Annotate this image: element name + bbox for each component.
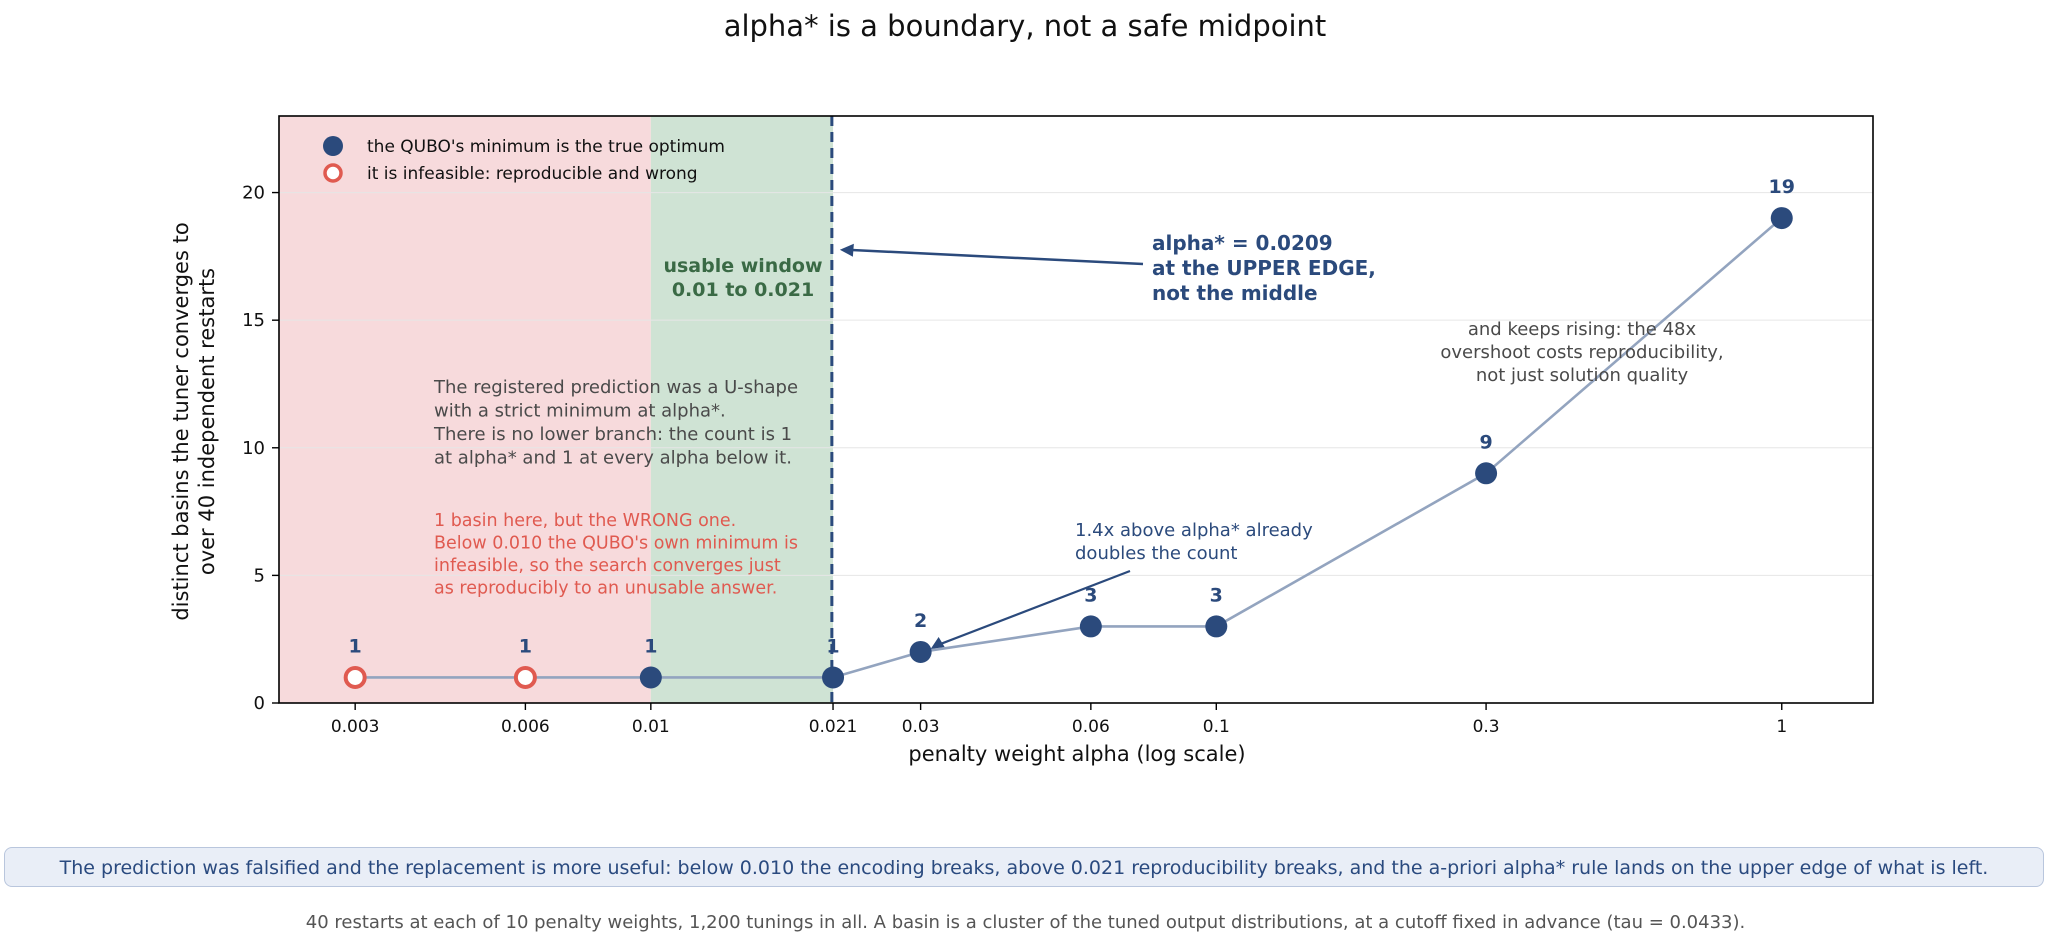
x-tick-label: 0.06 [1072, 717, 1110, 737]
infeasible-region [279, 116, 651, 703]
double-callout-line: 1.4x above alpha* already [1075, 520, 1313, 541]
gridlines [279, 192, 1873, 576]
data-labels: 1 1 2 3 3 9 19 1 1 [349, 176, 1795, 657]
prediction-note: The registered prediction was a U-shape w… [433, 377, 798, 469]
alpha-star-callout-line: alpha* = 0.0209 [1152, 231, 1333, 255]
legend-label: it is infeasible: reproducible and wrong [367, 164, 698, 184]
x-tick-label: 0.03 [902, 717, 940, 737]
usable-window-label-line: 0.01 to 0.021 [672, 279, 814, 301]
data-point [639, 666, 662, 689]
x-tick-label: 1 [1776, 717, 1787, 737]
data-point [909, 640, 932, 663]
data-point [1205, 615, 1228, 638]
wrong-basin-note-line: 1 basin here, but the WRONG one. [434, 511, 736, 531]
y-tick-label: 10 [242, 438, 265, 459]
y-tick-label: 0 [254, 693, 265, 714]
data-point [822, 666, 845, 689]
prediction-note-line: with a strict minimum at alpha*. [434, 401, 726, 422]
data-label: 1 [519, 635, 532, 657]
double-callout-arrow-head [930, 636, 945, 649]
data-point [1079, 615, 1102, 638]
x-axis-label: penalty weight alpha (log scale) [908, 742, 1245, 766]
legend: the QUBO's minimum is the true optimum it… [323, 136, 725, 184]
wrong-basin-note: 1 basin here, but the WRONG one. Below 0.… [434, 511, 798, 599]
y-axis-label: distinct basins the tuner converges toov… [169, 222, 219, 620]
data-label: 19 [1769, 176, 1795, 198]
usable-window-region [650, 116, 834, 703]
shaded-regions [279, 116, 834, 703]
footnote: 40 restarts at each of 10 penalty weight… [305, 912, 1746, 933]
x-tick-label: 0.003 [331, 717, 380, 737]
x-tick-label: 0.1 [1203, 717, 1230, 737]
rising-note-line: and keeps rising: the 48x [1468, 319, 1697, 340]
wrong-basin-note-line: as reproducibly to an unusable answer. [434, 579, 777, 599]
double-callout-arrow-shaft [940, 569, 1131, 645]
x-tick-label: 0.021 [809, 717, 858, 737]
data-point-infeasible [343, 665, 367, 689]
legend-marker-optimum [323, 136, 343, 156]
data-label: 3 [1084, 584, 1097, 606]
annotations: usable window 0.01 to 0.021 alpha* = 0.020… [433, 231, 1724, 649]
plot-frame [278, 115, 1874, 704]
data-label: 1 [644, 635, 657, 657]
data-label: 2 [914, 610, 927, 632]
data-point-infeasible [513, 665, 537, 689]
alpha-callout-arrow-shaft [851, 248, 1144, 266]
y-tick-label: 5 [254, 565, 265, 586]
wrong-basin-note-line: Below 0.010 the QUBO's own minimum is [434, 534, 798, 554]
data-label: 1 [826, 635, 839, 657]
axes: 0.003 0.006 0.01 0.021 0.03 0.06 0.1 0.3 1051015… [169, 115, 1874, 766]
data-label: 1 [349, 635, 362, 657]
legend-marker-infeasible [323, 163, 343, 183]
usable-window-label-line: usable window [663, 255, 822, 277]
alpha-star-callout: alpha* = 0.0209 at the UPPER EDGE, not the… [1152, 231, 1376, 305]
double-callout: 1.4x above alpha* already doubles the cou… [1075, 520, 1313, 564]
y-axis-label-line: distinct basins the tuner converges to [169, 222, 193, 620]
rising-note: and keeps rising: the 48x overshoot costs… [1440, 319, 1723, 386]
rising-note-line: not just solution quality [1476, 365, 1689, 386]
legend-label: the QUBO's minimum is the true optimum [367, 137, 725, 157]
prediction-note-line: The registered prediction was a U-shape [433, 377, 798, 398]
conclusion-banner: The prediction was falsified and the rep… [4, 847, 2044, 887]
data-label: 9 [1479, 431, 1492, 453]
data-label: 3 [1210, 584, 1223, 606]
prediction-note-line: There is no lower branch: the count is 1 [433, 424, 792, 445]
data-point [1770, 207, 1793, 230]
y-tick-label: 20 [242, 183, 265, 204]
usable-window-label: usable window 0.01 to 0.021 [663, 255, 822, 301]
y-tick-label: 15 [242, 310, 265, 331]
wrong-basin-note-line: infeasible, so the search converges just [434, 556, 781, 576]
alpha-callout-arrow-head [839, 243, 854, 257]
y-axis-label-line: over 40 independent restarts [195, 268, 219, 575]
chart: usable window 0.01 to 0.021 alpha* = 0.020… [169, 9, 1874, 766]
alpha-star-callout-line: at the UPPER EDGE, [1152, 256, 1376, 280]
x-tick-label: 0.006 [501, 717, 550, 737]
chart-title: alpha* is a boundary, not a safe midpoin… [724, 9, 1327, 43]
x-tick-label: 0.3 [1473, 717, 1500, 737]
prediction-note-line: at alpha* and 1 at every alpha below it. [434, 448, 792, 469]
data-point [1475, 462, 1498, 485]
double-callout-line: doubles the count [1075, 543, 1238, 564]
data-points [343, 207, 1793, 689]
x-tick-label: 0.01 [632, 717, 670, 737]
alpha-star-callout-line: not the middle [1152, 281, 1318, 305]
rising-note-line: overshoot costs reproducibility, [1440, 342, 1723, 363]
